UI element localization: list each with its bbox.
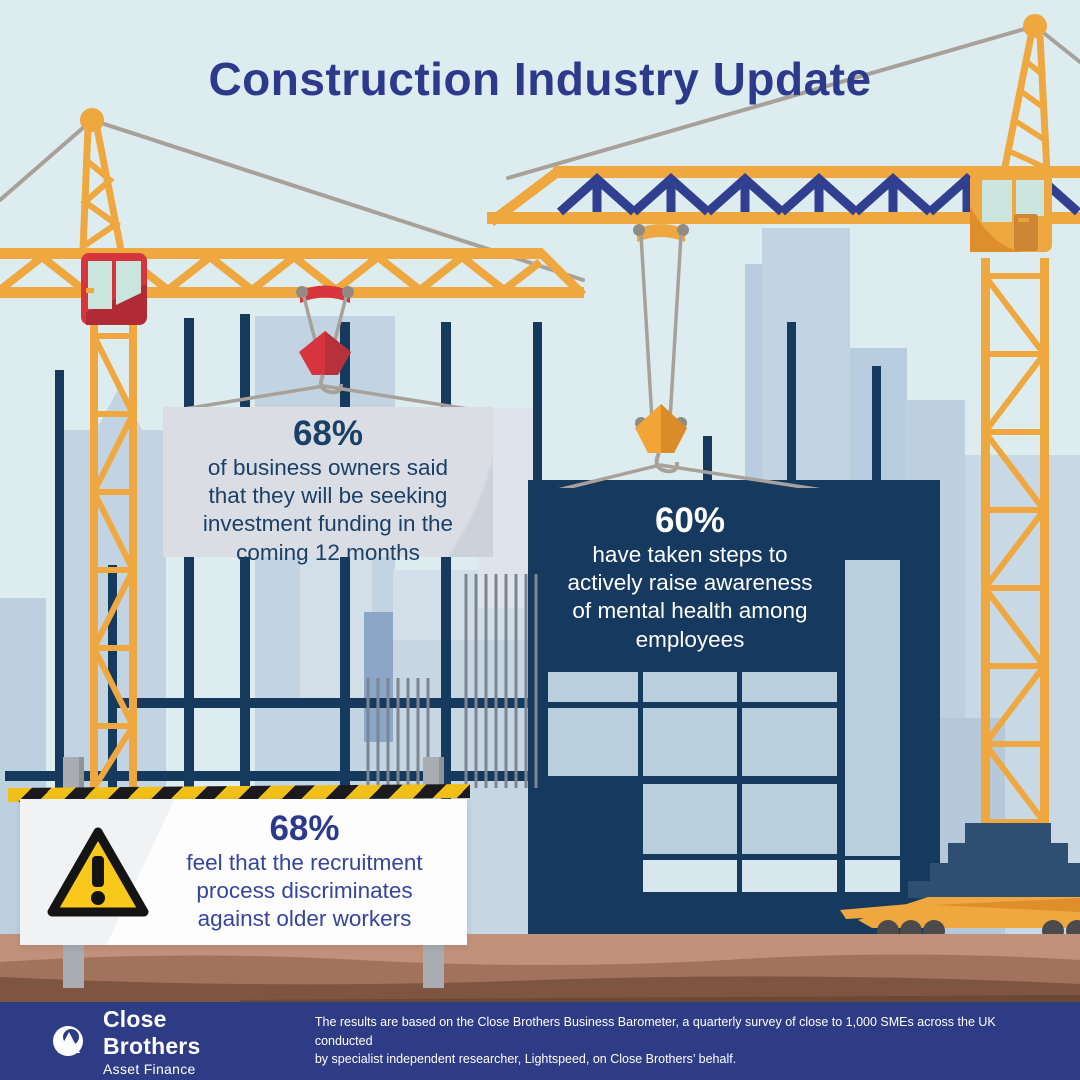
brand-block: Close Brothers Asset Finance xyxy=(103,1006,267,1077)
building-frame xyxy=(5,314,881,940)
pulley-orange-hook xyxy=(557,224,823,492)
stat-value-recruitment: 68% xyxy=(269,809,340,849)
crane-counterweight xyxy=(908,823,1080,898)
footer: Close Brothers Asset Finance The results… xyxy=(0,1002,1080,1080)
stat-card-mental-health: 60% have taken steps to actively raise a… xyxy=(540,488,840,669)
crane-left-ball xyxy=(80,108,104,132)
crane-right xyxy=(487,14,1080,942)
close-brothers-logo xyxy=(53,1026,83,1056)
crane-left-cab xyxy=(81,253,147,325)
stat-text-investment: of business owners said that they will b… xyxy=(202,454,454,565)
stat-text-mental-health: have taken steps to actively raise aware… xyxy=(567,541,813,652)
brand-name: Close Brothers xyxy=(103,1005,201,1059)
footer-disclaimer: The results are based on the Close Broth… xyxy=(314,1014,996,1067)
brand-subtitle: Asset Finance xyxy=(103,1060,196,1077)
sign-posts xyxy=(63,757,444,988)
crane-left xyxy=(0,108,587,792)
stat-card-recruitment: 68% feel that the recruitment process di… xyxy=(20,799,467,945)
stat-value-mental-health: 60% xyxy=(654,501,726,540)
pulley-red-hook xyxy=(177,285,475,412)
stat-value-investment: 68% xyxy=(292,414,364,453)
stat-card-investment-funding: 68% of business owners said that they wi… xyxy=(163,407,493,565)
crane-right-ball xyxy=(1023,14,1047,38)
page-title: Construction Industry Update xyxy=(208,53,872,105)
crane-right-cab xyxy=(970,172,1052,252)
warning-icon xyxy=(47,827,149,917)
ground xyxy=(0,934,1080,1006)
stat-text-recruitment: feel that the recruitment process discri… xyxy=(186,849,423,932)
